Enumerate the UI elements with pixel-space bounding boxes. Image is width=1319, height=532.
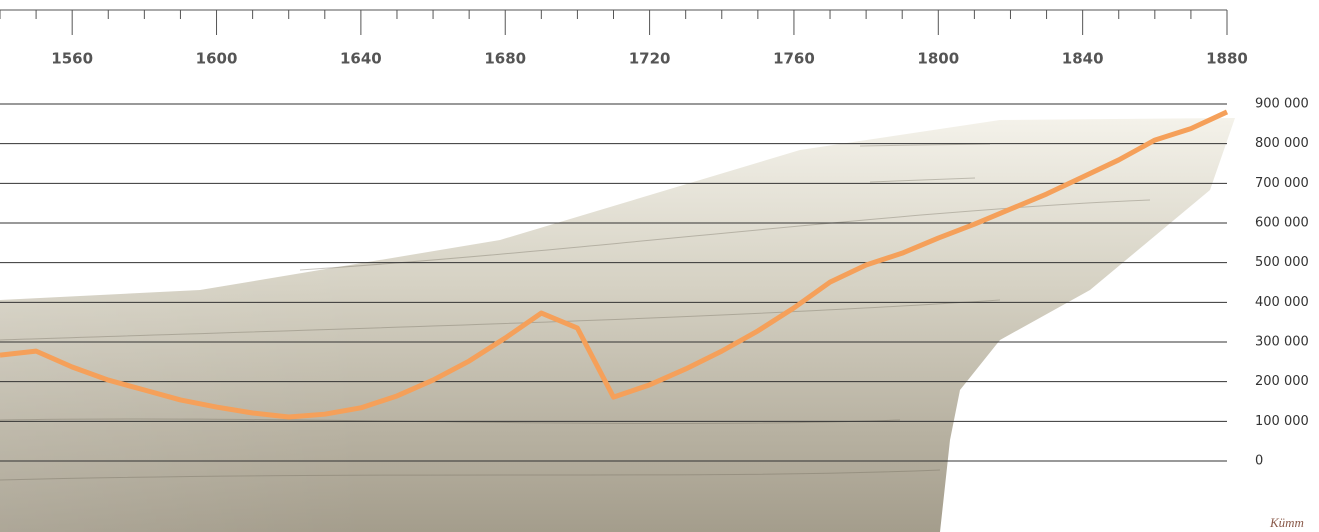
x-tick-label: 1800 bbox=[917, 50, 959, 68]
x-tick-label: 1640 bbox=[340, 50, 382, 68]
y-tick-label: 200 000 bbox=[1255, 374, 1309, 389]
x-tick-label: 1880 bbox=[1206, 50, 1248, 68]
x-tick-label: 1840 bbox=[1062, 50, 1104, 68]
y-tick-label: 500 000 bbox=[1255, 255, 1309, 270]
data-line bbox=[0, 109, 1229, 420]
wood-grain bbox=[0, 143, 1151, 481]
y-tick-label: 400 000 bbox=[1255, 295, 1309, 310]
x-tick-label: 1680 bbox=[484, 50, 526, 68]
y-tick-label: 800 000 bbox=[1255, 136, 1309, 151]
y-tick-label: 600 000 bbox=[1255, 216, 1309, 231]
x-tick-label: 1760 bbox=[773, 50, 815, 68]
source: Kümm bbox=[1269, 515, 1304, 530]
y-tick-label: 100 000 bbox=[1255, 414, 1309, 429]
y-tick-label: 0 bbox=[1255, 454, 1263, 469]
y-tick-label: 900 000 bbox=[1255, 97, 1309, 112]
y-tick-label: 700 000 bbox=[1255, 176, 1309, 191]
y-tick-label: 300 000 bbox=[1255, 335, 1309, 350]
x-tick-label: 1560 bbox=[51, 50, 93, 68]
wood-highlight bbox=[0, 118, 1235, 532]
x-tick-label: 1600 bbox=[196, 50, 238, 68]
x-tick-label: 1720 bbox=[629, 50, 671, 68]
